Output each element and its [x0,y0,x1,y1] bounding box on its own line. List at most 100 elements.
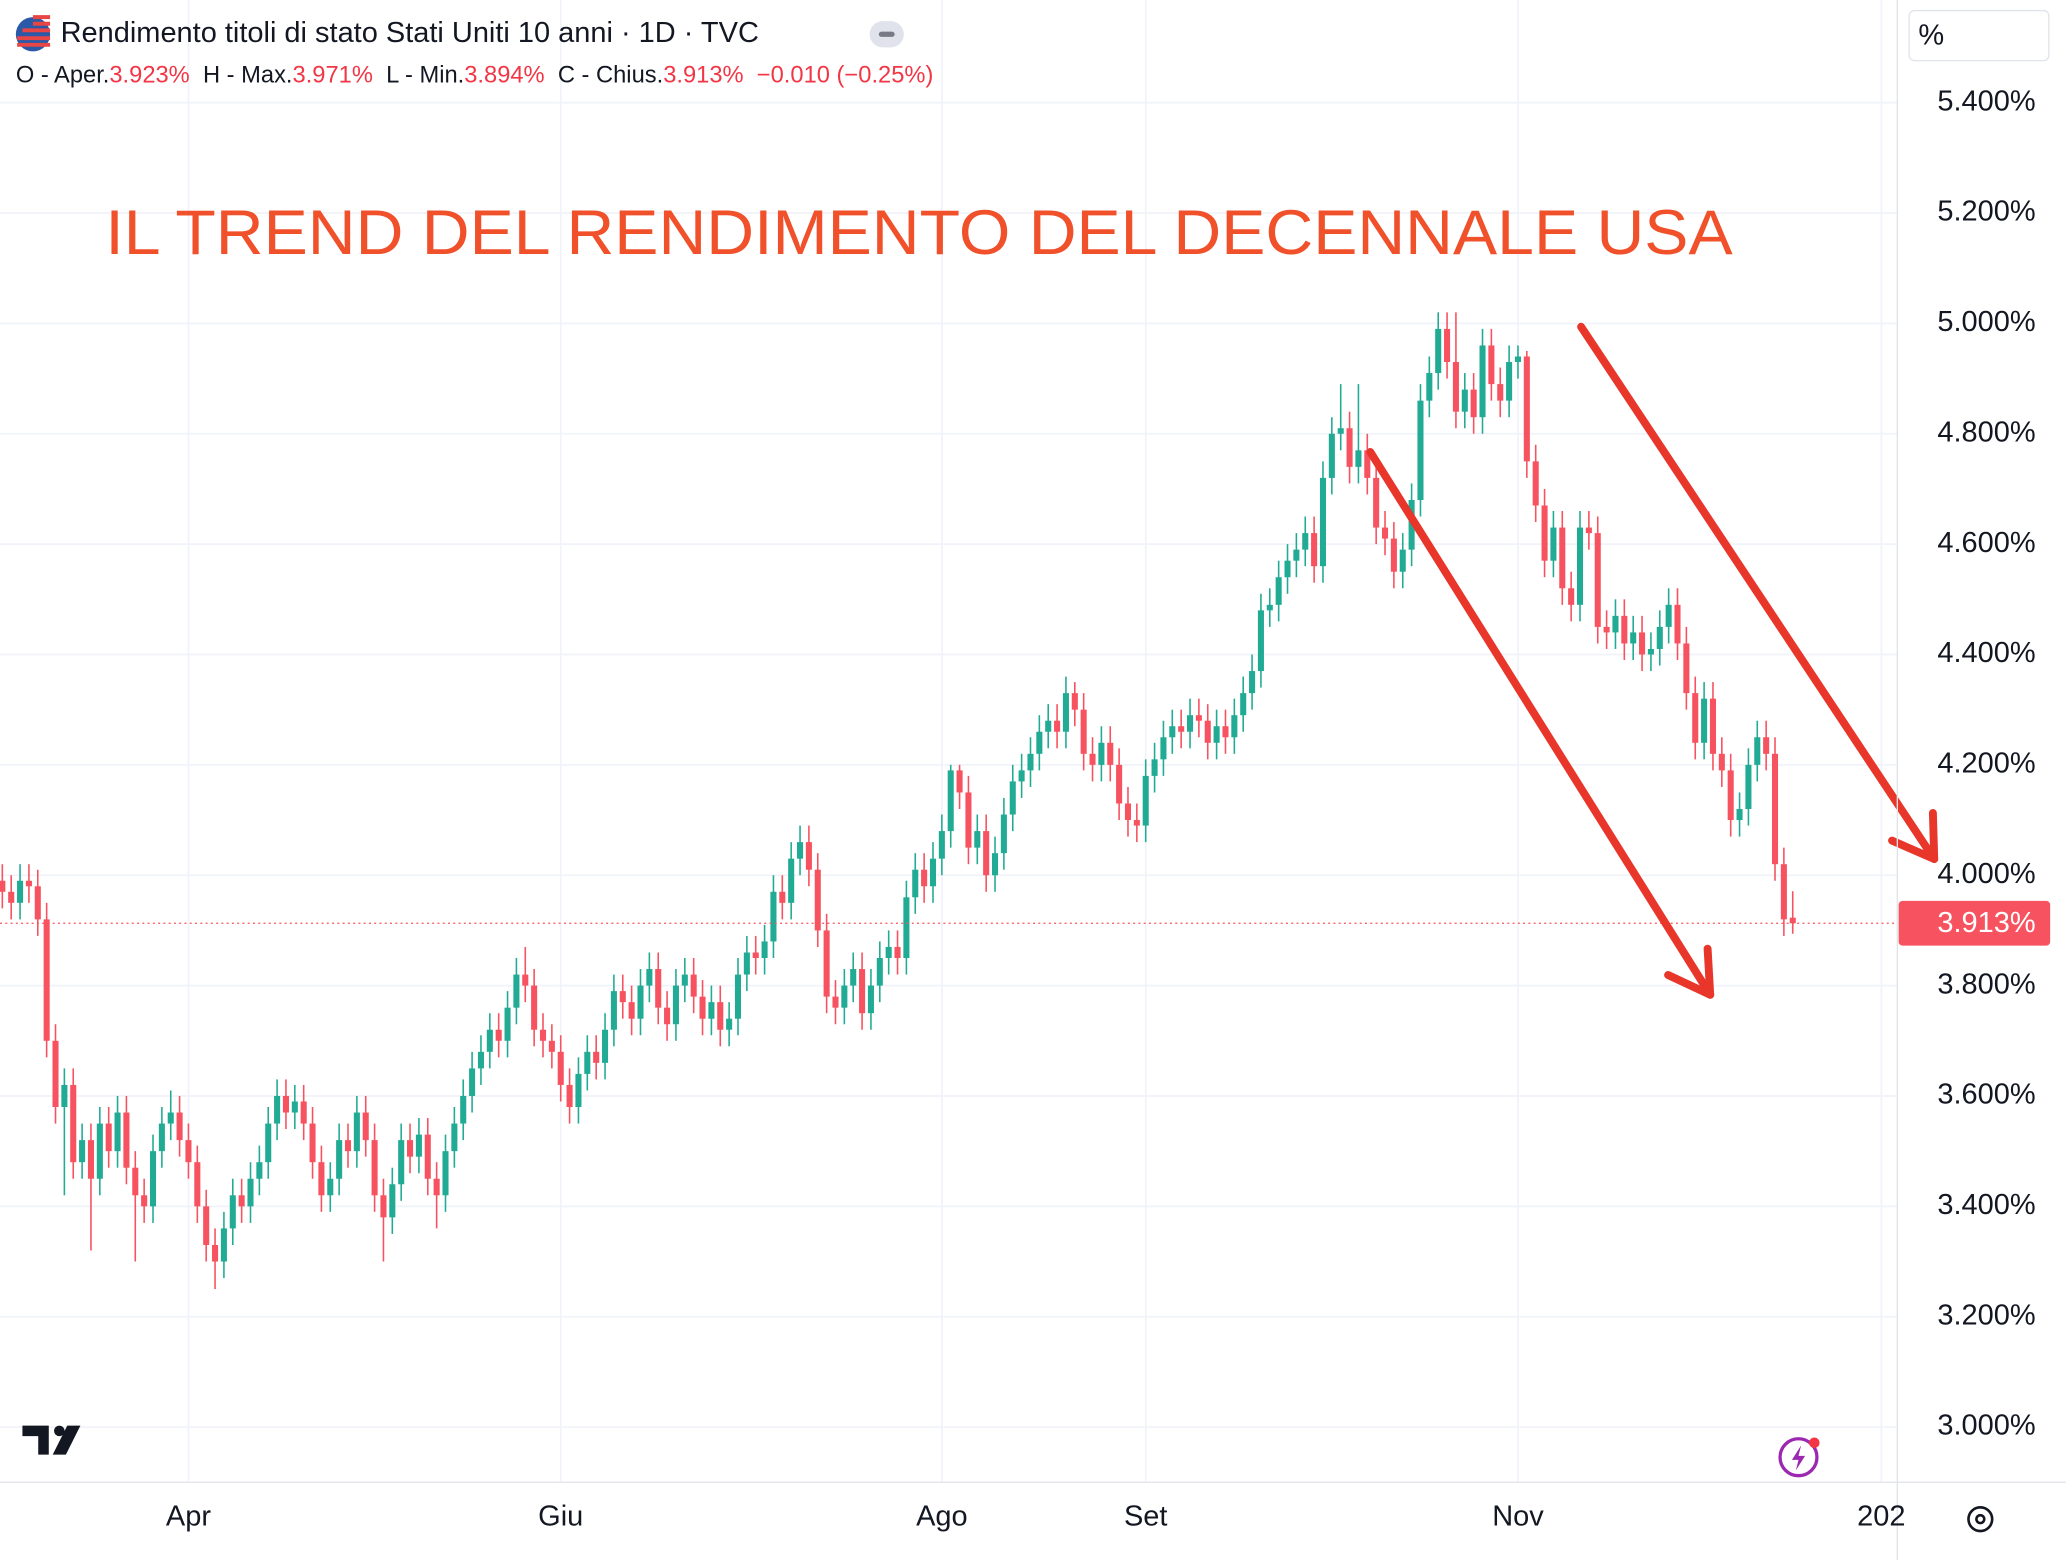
candle-body [132,1167,139,1196]
candle-body [212,1244,219,1262]
candle-body [717,1002,724,1030]
candle-body [672,985,679,1025]
candle-body [1142,775,1149,826]
candle-body [1435,328,1442,374]
arrow-head [1664,944,1715,999]
candle-body [805,842,812,870]
x-tick-label: 202 [1857,1500,1905,1532]
x-tick-label: Set [1124,1500,1167,1532]
candle-body [1789,917,1796,924]
x-tick-label: Ago [916,1500,968,1532]
candle-body [495,1029,502,1041]
trend-arrows [1366,322,1939,999]
candle-body [433,1178,440,1196]
candle-body [34,886,41,920]
candle-body [1036,731,1043,754]
candle-body [486,1029,493,1052]
candle-body [708,1002,715,1019]
y-tick-label: 4.400% [1937,637,2035,669]
candle-body [752,952,759,959]
candle-body [1045,720,1052,732]
ohlc-label: O - Aper. [16,63,110,89]
candle-body [96,1123,103,1179]
candle-body [983,831,990,876]
candle-body [921,869,928,887]
candle-body [1709,698,1716,754]
candle-body [593,1051,600,1063]
candle-body [1151,759,1158,776]
ohlc-label: L - Min. [386,63,464,89]
last-price-box [1898,900,2051,946]
candle-body [1231,715,1238,738]
candle-body [70,1084,77,1163]
candle-body [779,891,786,903]
y-tick-label: 5.200% [1937,196,2035,228]
candle-body [1381,527,1389,539]
candle-body [1107,742,1114,765]
candle-body [912,869,919,898]
candle-body [149,1151,157,1207]
candle-body [1452,362,1459,412]
candle-body [141,1195,148,1207]
candle-body [256,1162,263,1179]
candle-body [389,1184,396,1218]
candle-body [1399,549,1406,572]
candle-body [557,1051,564,1085]
axes: 3.000% 3.200% 3.400% 3.600% 3.800% 4.000% 4.20… [166,85,2051,1532]
candle-body [0,880,6,892]
candle-body [761,941,768,959]
candle-body [460,1095,467,1124]
candle-body [1160,737,1167,760]
candle-body [371,1140,378,1196]
candle-body [522,974,529,986]
candle-body [1319,477,1327,567]
candle-body [602,1029,609,1063]
candle-body [1000,814,1007,854]
candle-body [1018,770,1025,782]
ohlc-line: O - Aper.3.923% H - Max.3.971% L - Min.3.8… [16,63,934,89]
candle-body [1479,345,1486,418]
candle-body [832,996,839,1008]
candle-body [1444,328,1451,363]
candle-body [1701,698,1708,743]
candle-body [947,770,954,832]
candle-body [859,969,866,1014]
candle-body [123,1112,130,1168]
ohlc-value: 3.894% [464,63,544,89]
candle-body [327,1178,334,1196]
unit-box[interactable] [1908,9,2050,62]
y-tick-label: 5.000% [1937,306,2035,338]
ohlc-value: 3.923% [109,63,189,89]
candle-body [1116,764,1123,804]
candle-body [743,952,750,975]
candle-body [974,831,981,848]
candle-body [1213,726,1220,743]
notification-dot [1809,1437,1820,1449]
candle-body [1461,389,1468,412]
lightning-button[interactable] [1778,1437,1820,1478]
candle-body [336,1140,343,1179]
candle-body [353,1112,360,1152]
ohlc-value: 3.913% [663,63,743,89]
candle-body [1692,693,1699,743]
candle-body [1222,726,1229,738]
candle-body [1568,588,1575,605]
candle-body [619,991,626,1003]
candle-body [1665,604,1672,627]
candle-body [185,1140,192,1163]
settings-button[interactable] [1967,1505,1994,1533]
candle-body [407,1140,414,1157]
candles [0,312,1898,1290]
candle-body [1523,356,1530,462]
candle-body [1594,533,1601,627]
y-tick-label: 3.800% [1937,968,2035,1000]
x-tick-label: Nov [1492,1500,1544,1532]
candle-body [1284,560,1291,578]
candle-body [1718,753,1725,771]
candle-body [513,974,520,1008]
candle-body [646,969,653,986]
candle-body [1337,428,1344,434]
logo [22,1425,81,1455]
candle-body [1656,626,1663,649]
candle-body [664,1007,671,1025]
